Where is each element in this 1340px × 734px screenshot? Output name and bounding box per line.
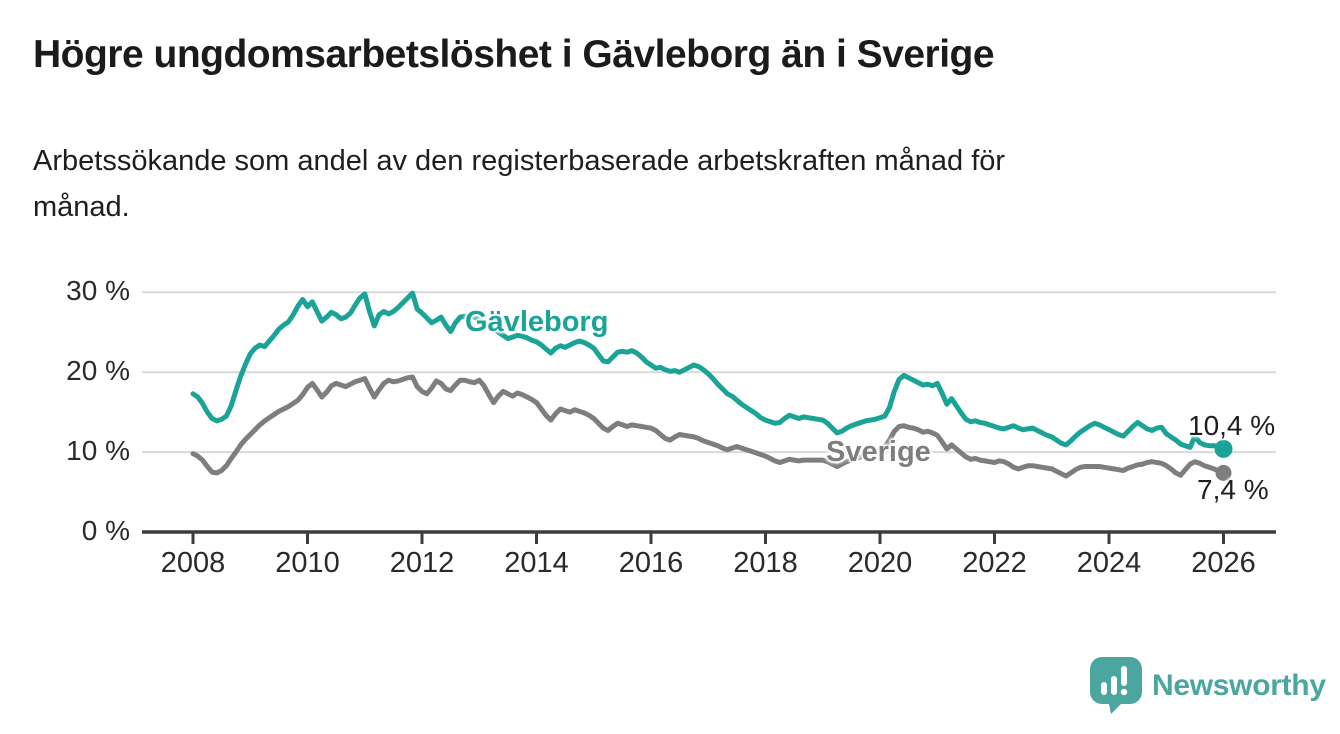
chart-subtitle: Arbetssökande som andel av den registerb… bbox=[33, 145, 1006, 223]
x-tick-label: 2014 bbox=[504, 547, 569, 579]
x-tick-label: 2016 bbox=[618, 547, 684, 579]
x-tick-label: 2008 bbox=[160, 547, 226, 579]
x-tick-label: 2024 bbox=[1076, 547, 1142, 579]
x-tick-label: 2010 bbox=[275, 547, 340, 579]
x-tick-label: 2012 bbox=[389, 547, 455, 579]
chart-title: Högre ungdomsarbetslöshet i Gävleborg än… bbox=[33, 33, 995, 76]
x-tick-label: 2022 bbox=[962, 547, 1027, 579]
y-tick-label: 30 % bbox=[66, 275, 130, 307]
y-tick-label: 20 % bbox=[66, 355, 130, 387]
y-tick-label: 10 % bbox=[66, 435, 130, 467]
end-value-sverige: 7,4 % bbox=[1197, 474, 1269, 505]
x-tick-label: 2020 bbox=[847, 547, 913, 579]
series-label-sverige: Sverige bbox=[826, 436, 931, 468]
x-tick-label: 2026 bbox=[1191, 547, 1256, 579]
end-value-gavleborg: 10,4 % bbox=[1188, 410, 1276, 441]
series-label-gavleborg: Gävleborg bbox=[465, 306, 609, 338]
x-tick-label: 2018 bbox=[733, 547, 798, 579]
newsworthy-logo: Newsworthy bbox=[1090, 657, 1326, 715]
newsworthy-logo-text: Newsworthy bbox=[1152, 669, 1326, 702]
newsworthy-logo-icon bbox=[1090, 657, 1142, 714]
y-tick-label: 0 % bbox=[81, 515, 130, 546]
